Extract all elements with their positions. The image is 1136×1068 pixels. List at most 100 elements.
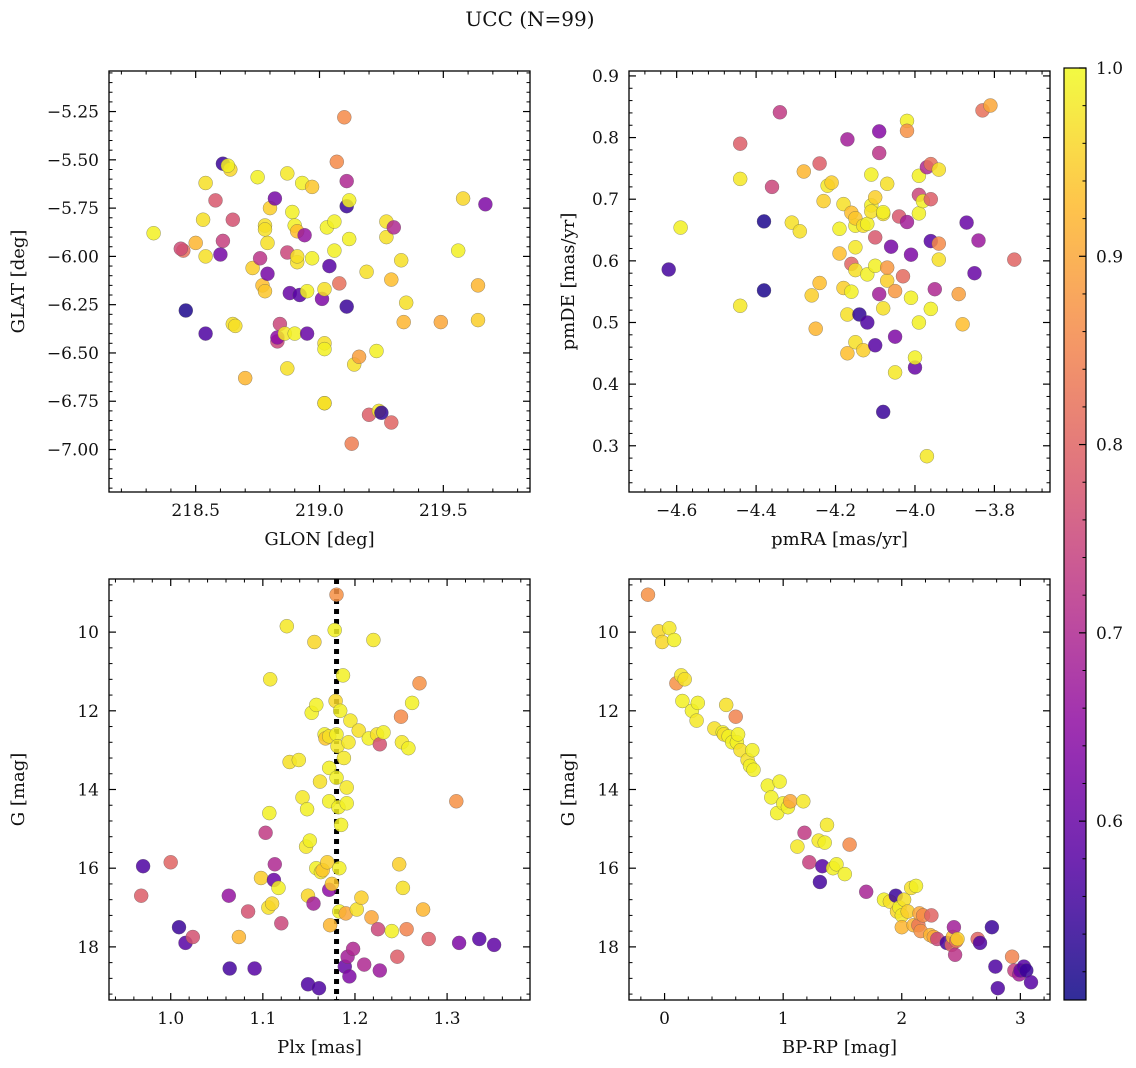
data-point xyxy=(772,105,788,120)
data-point xyxy=(359,264,374,280)
x-axis-label: GLON [deg] xyxy=(264,529,374,550)
data-point xyxy=(222,961,237,976)
axes-frame xyxy=(108,70,531,493)
data-point xyxy=(927,281,943,297)
x-tick-label: −4.0 xyxy=(894,501,935,521)
data-point xyxy=(867,230,883,245)
data-point xyxy=(250,169,265,185)
data-point xyxy=(1007,252,1022,267)
data-point xyxy=(955,317,970,332)
data-point xyxy=(188,235,203,251)
data-point xyxy=(133,888,149,903)
data-point xyxy=(335,668,351,683)
data-point xyxy=(971,233,986,248)
figure-title: UCC (N=99) xyxy=(465,7,594,31)
data-point xyxy=(919,448,935,464)
data-point xyxy=(421,931,436,947)
panel-pmra-pmde: −4.6 −4.4 −4.2 −4.0 −3.8 0.3 0.4 0.5 0.6 0.7 0.8 0.… xyxy=(558,67,1051,550)
data-point xyxy=(990,980,1006,996)
colorbar-tick-label: 0.9 xyxy=(1096,247,1123,267)
y-tick-label: −5.25 xyxy=(47,103,99,123)
data-point xyxy=(756,283,772,298)
data-point xyxy=(339,780,354,795)
data-point xyxy=(163,855,178,870)
x-tick-label: 219.0 xyxy=(295,501,344,521)
x-tick-label: 218.5 xyxy=(171,501,220,521)
data-point xyxy=(221,888,237,903)
data-point xyxy=(327,214,342,229)
data-point xyxy=(983,98,998,113)
panel-glon-glat: 218.5 219.0 219.5 −7.00 −6.75 −6.50 −6.25 −6.00… xyxy=(8,70,531,550)
data-point xyxy=(341,231,357,247)
data-point xyxy=(764,790,779,805)
data-point xyxy=(812,275,827,291)
data-point xyxy=(240,904,256,919)
data-point xyxy=(931,252,947,267)
data-point xyxy=(899,123,915,139)
data-point xyxy=(947,947,963,963)
data-point xyxy=(386,220,402,235)
data-point xyxy=(1023,975,1039,990)
data-point xyxy=(327,243,342,258)
data-point xyxy=(267,191,283,206)
data-point xyxy=(887,365,903,380)
data-point xyxy=(950,931,965,947)
y-tick-label: 12 xyxy=(597,702,619,722)
data-point xyxy=(728,709,743,724)
data-point xyxy=(287,326,302,341)
data-point xyxy=(756,214,772,229)
data-point xyxy=(837,866,853,882)
data-point xyxy=(317,395,332,411)
data-point xyxy=(404,695,420,711)
data-point xyxy=(972,935,988,951)
data-point xyxy=(198,175,213,191)
data-point xyxy=(372,963,388,978)
data-point xyxy=(967,265,982,281)
data-point xyxy=(333,817,349,833)
x-tick-label: −3.8 xyxy=(974,501,1015,521)
data-point xyxy=(324,876,340,892)
data-point xyxy=(455,191,471,206)
data-point xyxy=(984,919,1000,935)
data-point xyxy=(875,204,891,220)
y-tick-label: 16 xyxy=(597,859,619,879)
data-point xyxy=(808,321,823,336)
data-point xyxy=(329,587,344,602)
data-point xyxy=(797,825,812,841)
data-point xyxy=(395,880,411,896)
data-point xyxy=(213,247,228,262)
data-point xyxy=(790,839,805,854)
data-point xyxy=(339,796,354,811)
data-point xyxy=(470,312,486,328)
data-point xyxy=(247,961,262,976)
x-tick-label: 219.5 xyxy=(419,501,468,521)
data-point xyxy=(470,278,486,293)
data-point xyxy=(817,835,832,850)
data-point xyxy=(280,361,295,376)
data-point xyxy=(262,672,278,687)
data-point xyxy=(279,618,295,634)
data-point xyxy=(951,286,966,302)
data-point xyxy=(327,622,342,638)
data-point xyxy=(260,266,275,282)
data-point xyxy=(306,896,321,911)
data-point xyxy=(732,136,748,151)
data-point xyxy=(895,269,911,284)
data-point xyxy=(237,370,253,386)
data-point xyxy=(178,303,194,318)
y-axis-label: pmDE [mas/yr] xyxy=(558,213,579,351)
data-point xyxy=(844,284,859,299)
data-point xyxy=(816,193,831,209)
y-tick-label: 0.7 xyxy=(592,190,619,210)
y-tick-label: 10 xyxy=(77,623,99,643)
data-point xyxy=(258,825,273,841)
data-point xyxy=(332,860,347,876)
data-point xyxy=(225,212,241,227)
data-point xyxy=(746,762,761,778)
data-point xyxy=(908,878,924,894)
y-tick-label: −6.00 xyxy=(47,247,99,267)
data-point xyxy=(336,750,352,766)
data-point xyxy=(887,329,903,344)
data-point xyxy=(745,742,760,758)
